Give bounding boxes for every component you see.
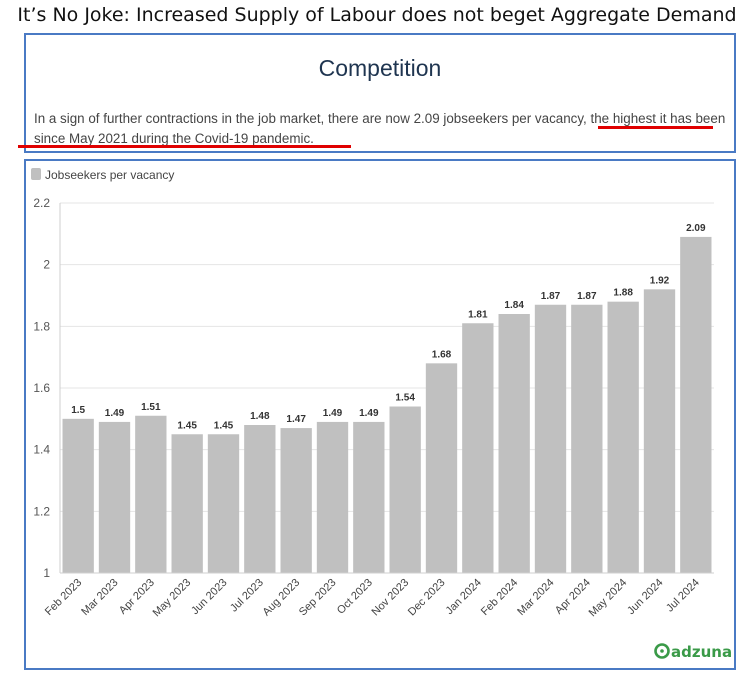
highlight-underline-1 — [598, 126, 713, 129]
y-tick-label: 1.4 — [33, 443, 50, 457]
bar — [353, 421, 385, 573]
bar — [280, 428, 312, 573]
legend-label: Jobseekers per vacancy — [45, 168, 174, 182]
x-tick-label: Aug 2023 — [260, 577, 302, 619]
data-label: 2.09 — [686, 223, 706, 234]
desc-part2: the highest it has been since May 2021 d… — [34, 111, 726, 146]
chart-legend: Jobseekers per vacancy — [31, 168, 174, 182]
bar — [62, 418, 94, 573]
adzuna-logo: adzuna — [654, 643, 732, 661]
bar — [607, 301, 639, 573]
x-tick-label: Mar 2024 — [515, 577, 556, 618]
bar — [207, 434, 240, 573]
bar — [244, 425, 276, 573]
data-label: 1.68 — [432, 349, 452, 360]
data-label: 1.51 — [141, 402, 161, 413]
data-label: 1.48 — [250, 411, 270, 422]
brand-text: adzuna — [671, 643, 732, 661]
x-tick-label: Feb 2024 — [479, 577, 520, 618]
bar — [389, 406, 421, 573]
bar — [534, 304, 567, 573]
bar — [98, 421, 131, 573]
y-tick-label: 1.8 — [33, 319, 50, 333]
bar — [135, 415, 167, 573]
data-label: 1.81 — [468, 309, 488, 320]
x-tick-label: Jan 2024 — [443, 577, 483, 617]
bar — [498, 314, 530, 573]
bar — [316, 421, 349, 573]
y-tick-label: 1.6 — [33, 381, 50, 395]
adzuna-logo-dot — [660, 649, 664, 653]
panel-description: In a sign of further contractions in the… — [34, 109, 730, 149]
x-tick-label: May 2023 — [151, 577, 194, 620]
bar — [571, 304, 603, 573]
x-tick-label: Dec 2023 — [406, 577, 448, 619]
chart-panel — [24, 159, 736, 670]
highlight-underline-2 — [18, 145, 351, 148]
x-tick-label: Jun 2024 — [625, 577, 665, 617]
desc-part1: In a sign of further contractions in the… — [34, 111, 591, 126]
bar — [462, 323, 494, 573]
data-label: 1.92 — [650, 275, 670, 286]
adzuna-logo-mark — [654, 643, 670, 659]
bar — [171, 434, 203, 573]
x-tick-label: May 2024 — [587, 577, 630, 620]
x-tick-label: Sep 2023 — [297, 577, 339, 619]
data-label: 1.45 — [177, 420, 197, 431]
x-tick-label: Mar 2023 — [79, 577, 120, 618]
x-tick-label: Jun 2023 — [189, 577, 229, 617]
data-label: 1.49 — [105, 408, 125, 419]
bar — [680, 236, 712, 573]
y-tick-label: 2 — [43, 258, 50, 272]
data-label: 1.54 — [395, 393, 415, 404]
x-tick-label: Feb 2023 — [43, 577, 84, 618]
data-label: 1.84 — [504, 300, 524, 311]
y-tick-label: 1 — [43, 566, 50, 580]
summary-panel: Competition In a sign of further contrac… — [24, 33, 736, 153]
x-tick-label: Jul 2024 — [664, 577, 702, 615]
data-label: 1.88 — [613, 288, 633, 299]
headline: It’s No Joke: Increased Supply of Labour… — [17, 4, 737, 26]
data-label: 1.45 — [214, 420, 234, 431]
data-label: 1.49 — [359, 408, 379, 419]
desc-part3: . — [310, 131, 314, 146]
data-label: 1.49 — [323, 408, 343, 419]
data-label: 1.5 — [71, 405, 85, 416]
y-tick-label: 2.2 — [33, 196, 50, 210]
bar — [425, 363, 458, 573]
legend-swatch — [31, 168, 41, 180]
x-tick-label: Nov 2023 — [370, 577, 412, 619]
data-label: 1.47 — [286, 414, 306, 425]
data-label: 1.87 — [577, 291, 597, 302]
y-tick-label: 1.2 — [33, 504, 50, 518]
data-label: 1.87 — [541, 291, 561, 302]
panel-title: Competition — [318, 55, 442, 81]
bar — [643, 289, 676, 573]
